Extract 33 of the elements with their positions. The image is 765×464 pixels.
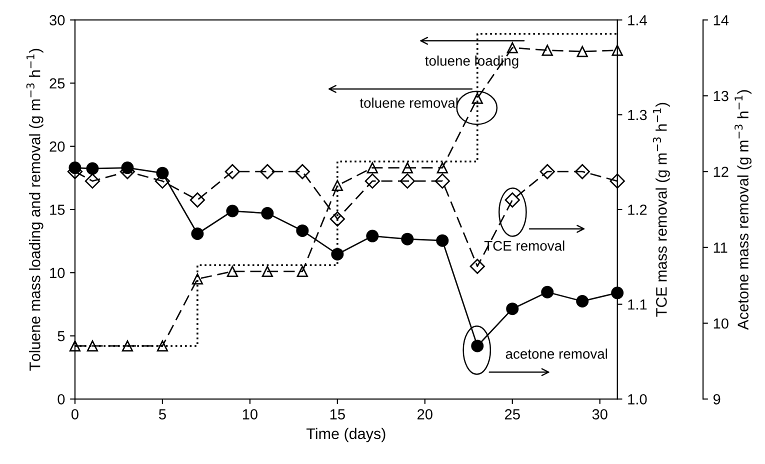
x-axis-title: Time (days) [306, 428, 386, 442]
y3-tick-label: 13 [714, 90, 728, 102]
x-tick-label: 0 [71, 409, 78, 420]
annotation: toluene removal [360, 98, 458, 108]
y-tick-label: 25 [50, 78, 65, 89]
y2-tick-label: 1.1 [628, 300, 647, 310]
y-tick-label: 10 [50, 268, 65, 278]
y-tick-label: 5 [58, 331, 65, 342]
x-tick-label: 30 [592, 409, 608, 420]
x-tick-label: 10 [242, 409, 258, 420]
y3-tick-label: 12 [714, 166, 728, 177]
y-tick-label: 15 [50, 204, 65, 215]
y3-tick-label: 11 [714, 242, 728, 253]
annotation: toluene loading [425, 56, 518, 69]
y2-axis-title: TCE mass removal (g m$^{−3}$ h$^{−1}$) [652, 102, 670, 317]
y-tick-label: 30 [50, 15, 65, 26]
y-axis-title: Toluene mass loading and removal (g m$^{−3}$ h$^{−1}$) [26, 48, 44, 371]
x-tick-label: 20 [418, 409, 432, 420]
x-tick-label: 5 [158, 409, 166, 420]
y3-axis-title: Acetone mass removal (g m$^{−3}$ h$^{−1}$) [734, 90, 752, 330]
y2-tick-label: 1.3 [628, 110, 647, 120]
y3-tick-label: 9 [713, 394, 720, 404]
y2-tick-label: 1.4 [628, 15, 647, 26]
y2-tick-label: 1.2 [628, 204, 647, 215]
y3-tick-label: 14 [714, 15, 729, 26]
y-tick-label: 0 [58, 394, 65, 404]
y-tick-label: 20 [50, 141, 65, 152]
y3-tick-label: 10 [714, 318, 728, 329]
annotation: acetone removal [506, 348, 608, 359]
annotation: TCE removal [484, 240, 564, 251]
x-tick-label: 25 [505, 409, 520, 420]
y2-tick-label: 1.0 [628, 394, 647, 404]
x-tick-label: 15 [330, 409, 345, 420]
